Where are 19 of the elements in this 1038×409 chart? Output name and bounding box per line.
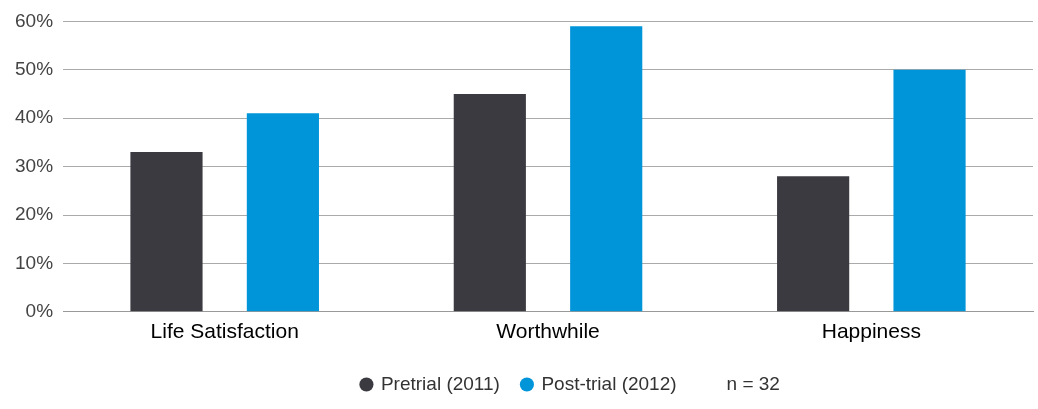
- y-tick-label: 60%: [15, 9, 54, 31]
- bar: [893, 69, 966, 312]
- y-tick-label: 50%: [15, 58, 54, 80]
- bar: [130, 152, 203, 312]
- y-tick-label: 0%: [25, 300, 54, 322]
- x-tick-label: Worthwhile: [496, 319, 600, 343]
- bar: [453, 94, 526, 312]
- legend-label: Pretrial (2011): [380, 372, 500, 394]
- text: n = 32: [726, 372, 780, 394]
- y-tick-label: 10%: [15, 251, 54, 273]
- bar: [777, 176, 850, 312]
- bar: [570, 26, 643, 312]
- y-tick-label: 20%: [15, 203, 54, 225]
- y-tick-label: 40%: [15, 106, 54, 128]
- legend-label: Post-trial (2012): [541, 372, 677, 394]
- y-tick-label: 30%: [15, 154, 54, 176]
- bar: [246, 113, 319, 312]
- x-tick-label: Happiness: [821, 319, 921, 343]
- x-tick-label: Life Satisfaction: [150, 319, 299, 343]
